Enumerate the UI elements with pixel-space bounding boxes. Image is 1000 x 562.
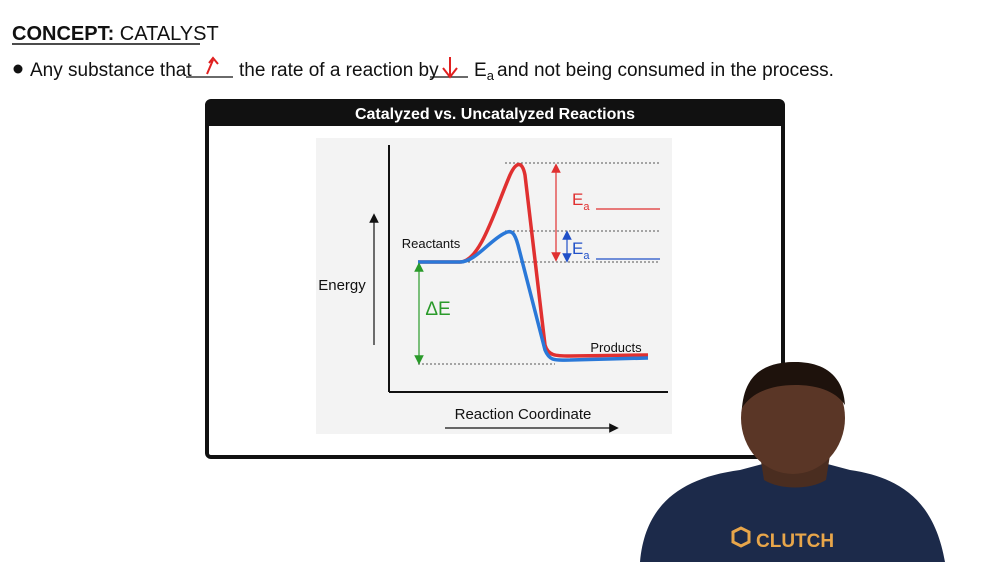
uncatalyzed-ea-symbol: E [572,190,583,209]
logo-hexagon [731,526,751,548]
uncatalyzed-ea-subscript: a [583,201,590,213]
uncatalyzed-curve [418,162,649,358]
concept-topic: CATALYST [120,23,219,45]
up-arrow-handwritten [206,56,219,75]
uncatalyzed-ea-label: Ea [572,190,590,213]
x-axis-label: Reaction Coordinate [455,406,592,423]
definition-symbol-group: Ea [474,60,495,83]
down-arrow-handwritten [442,57,458,79]
diagram-background [316,138,672,434]
definition-subscript: a [487,68,495,83]
presenter-shirt [640,462,945,562]
concept-label: CONCEPT: [12,23,114,45]
bullet [13,64,23,74]
concept-header: CONCEPT: CATALYST [12,23,219,45]
shirt-logo: CLUTCH [756,531,834,552]
catalyzed-ea-symbol: E [572,239,583,258]
presenter: CLUTCH [640,362,945,562]
products-label: Products [590,340,642,355]
definition-part2: the rate of a reaction by [239,60,439,81]
figure-title-bar [207,101,783,126]
catalyzed-ea-label: Ea [572,239,590,262]
definition-part3: and not being consumed in the process. [497,60,834,81]
catalyzed-curve [418,229,649,362]
presenter-head [741,362,845,474]
delta-e-label: ΔE [425,299,450,320]
definition-symbol: E [474,60,487,81]
catalyzed-ea-subscript: a [583,250,590,262]
y-axis-label: Energy [318,277,366,294]
presenter-hair [742,362,845,408]
reactants-label: Reactants [402,236,461,251]
definition-part1: Any substance that [30,60,192,81]
figure-title: Catalyzed vs. Uncatalyzed Reactions [355,106,635,123]
